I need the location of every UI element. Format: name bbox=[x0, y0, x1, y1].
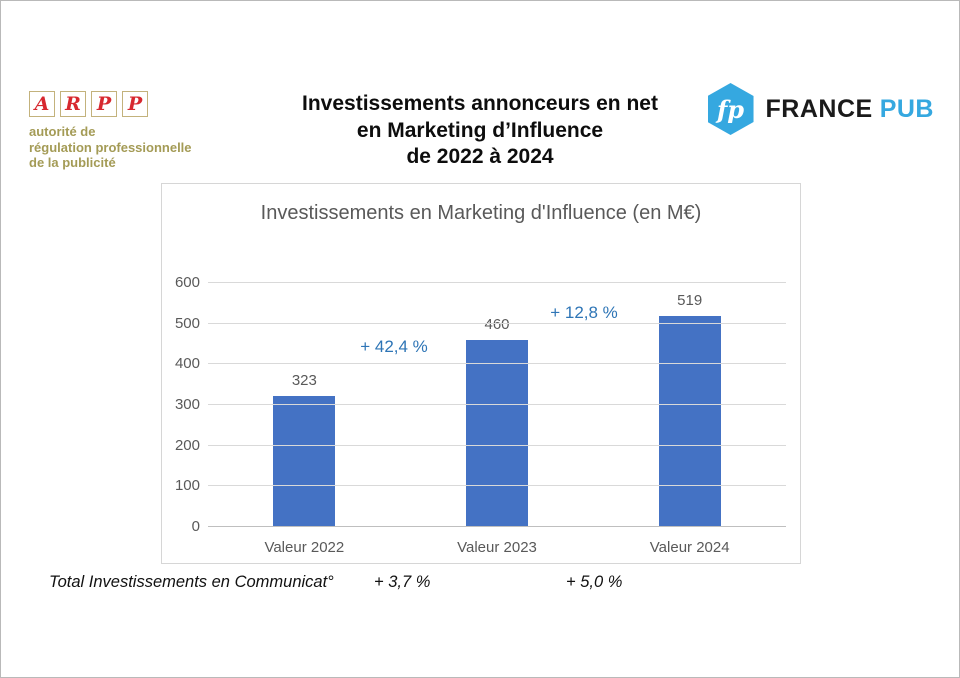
bar-chart: Investissements en Marketing d'Influence… bbox=[161, 183, 801, 564]
footer-label: Total Investissements en Communicat° bbox=[49, 573, 334, 591]
plot-area: 323 460 519 bbox=[208, 282, 786, 527]
francepub-wordmark: FRANCE PUB bbox=[766, 95, 934, 124]
gridline bbox=[208, 526, 786, 527]
arpp-subtitle-line: régulation professionnelle bbox=[29, 139, 192, 155]
arpp-subtitle-line: de la publicité bbox=[29, 155, 116, 170]
bar-valeur-2023 bbox=[466, 339, 528, 527]
francepub-monogram: fp bbox=[716, 94, 745, 124]
gridline bbox=[208, 404, 786, 405]
bar-slot: 323 bbox=[208, 283, 401, 527]
arpp-logo-letters: A R P P bbox=[29, 91, 192, 117]
arpp-letter-box: R bbox=[60, 91, 86, 117]
gridline bbox=[208, 444, 786, 446]
annotation-growth-2023: + 42,4 % bbox=[360, 337, 428, 356]
bar-slot: 519 bbox=[593, 283, 786, 527]
y-axis-tick-label: 300 bbox=[174, 396, 200, 413]
francepub-name-pub: PUB bbox=[879, 94, 934, 123]
bar-value-label: 460 bbox=[484, 315, 510, 333]
arpp-subtitle: autorité de régulation professionnelle d… bbox=[29, 124, 192, 171]
arpp-letter-box: P bbox=[122, 91, 148, 117]
footer-total-growth-2024: + 5,0 % bbox=[566, 573, 623, 591]
page-title-line: Investissements annonceurs en net bbox=[302, 92, 658, 115]
gridline bbox=[208, 282, 786, 283]
y-axis: 0 100 200 300 400 500 600 bbox=[162, 274, 200, 535]
francepub-name-france: FRANCE bbox=[765, 94, 873, 123]
arpp-letter-box: P bbox=[91, 91, 117, 117]
bars-container: 323 460 519 bbox=[208, 283, 786, 527]
page-title-line: en Marketing d’Influence bbox=[356, 118, 604, 142]
francepub-logo: fp FRANCE PUB bbox=[707, 83, 934, 135]
arpp-subtitle-line: autorité de bbox=[29, 124, 96, 139]
x-axis-labels: Valeur 2022 Valeur 2023 Valeur 2024 bbox=[208, 539, 786, 556]
page-title: Investissements annonceurs en net en Mar… bbox=[1, 91, 959, 171]
chart-title: Investissements en Marketing d'Influence… bbox=[260, 202, 702, 224]
bar-value-label: 323 bbox=[291, 371, 317, 389]
x-axis-category-label: Valeur 2024 bbox=[649, 539, 730, 556]
page-title-line: de 2022 à 2024 bbox=[406, 145, 554, 168]
y-axis-tick-label: 0 bbox=[191, 518, 200, 535]
bar-valeur-2024 bbox=[658, 315, 721, 527]
bar-valeur-2022 bbox=[273, 395, 336, 527]
gridline bbox=[208, 363, 786, 365]
arpp-letter-box: A bbox=[29, 91, 55, 117]
x-axis-category-label: Valeur 2023 bbox=[457, 539, 537, 556]
bar-value-label: 519 bbox=[677, 291, 703, 309]
y-axis-tick-label: 200 bbox=[174, 436, 200, 454]
x-axis-category-label: Valeur 2022 bbox=[264, 539, 345, 556]
y-axis-tick-label: 600 bbox=[174, 274, 200, 291]
arpp-logo: A R P P autorité de régulation professio… bbox=[29, 91, 192, 171]
gridline bbox=[208, 322, 786, 324]
gridline bbox=[208, 485, 786, 487]
footer-row: Total Investissements en Communicat° + 3… bbox=[1, 573, 959, 597]
y-axis-tick-label: 500 bbox=[174, 314, 200, 332]
y-axis-tick-label: 400 bbox=[174, 355, 200, 373]
annotation-growth-2024: + 12,8 % bbox=[550, 303, 618, 322]
footer-total-growth-2023: + 3,7 % bbox=[374, 573, 431, 591]
francepub-hexagon-icon: fp bbox=[707, 83, 754, 135]
bar-slot: 460 bbox=[401, 283, 594, 527]
y-axis-tick-label: 100 bbox=[174, 477, 200, 495]
